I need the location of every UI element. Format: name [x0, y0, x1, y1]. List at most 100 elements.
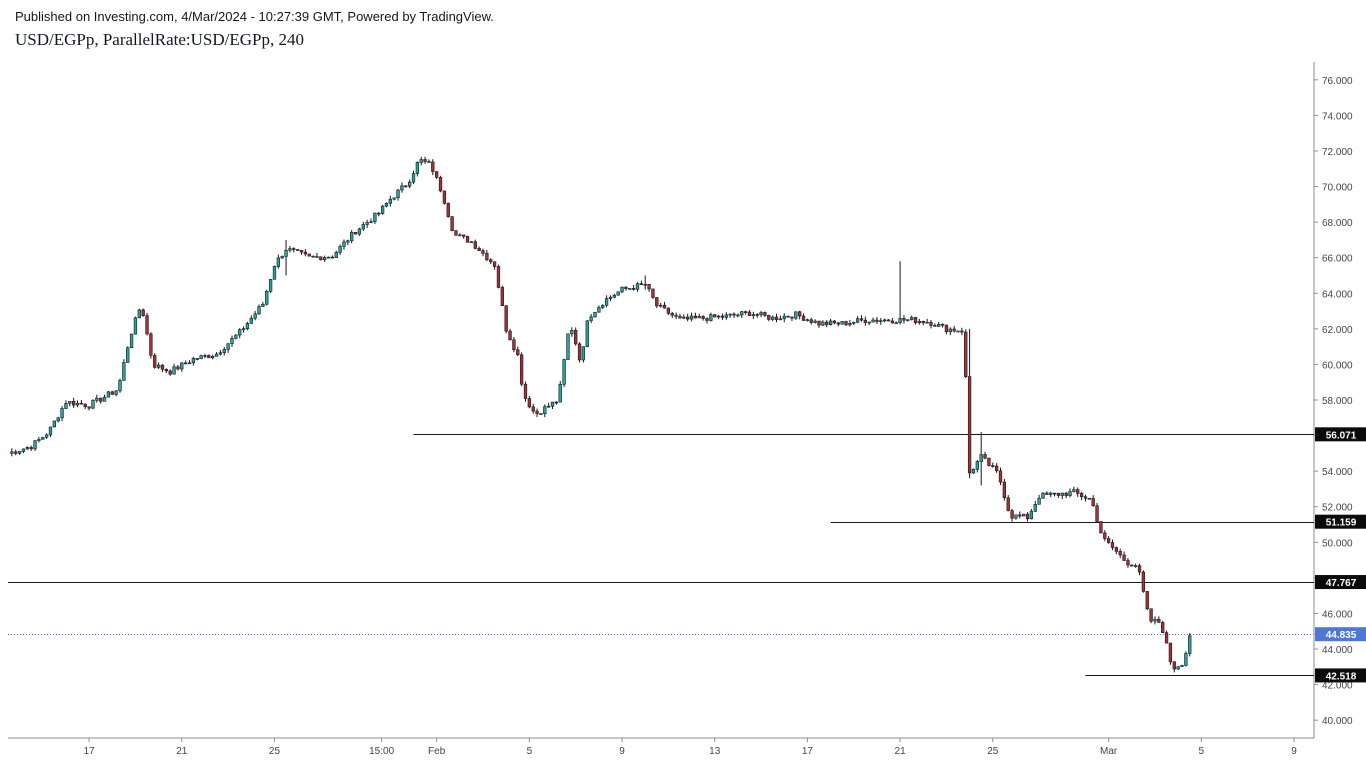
candle-body — [940, 323, 945, 326]
candle-body — [770, 316, 775, 320]
candle-up — [284, 239, 288, 276]
candle-up — [570, 327, 574, 337]
candle-down — [747, 310, 752, 316]
candle-up — [689, 312, 694, 322]
candle-body — [693, 315, 698, 319]
candle-body — [628, 288, 632, 290]
candle-body — [1010, 510, 1014, 519]
candle-body — [442, 190, 447, 204]
time-axis[interactable]: 17 21 25 15:00 Feb 5 9 13 17 21 25 Mar 5 9 — [84, 738, 1298, 757]
candle-down — [149, 332, 153, 359]
candle-down — [446, 202, 450, 218]
candle-body — [496, 266, 501, 288]
candle-down — [1130, 564, 1134, 567]
candle-down — [732, 312, 736, 319]
candle-up — [218, 349, 223, 356]
candle-body — [1103, 532, 1107, 539]
candle-body — [782, 315, 786, 320]
candle-up — [238, 328, 242, 339]
candle-body — [489, 259, 493, 263]
candle-down — [929, 319, 933, 329]
y-tick-label: 44.000 — [1322, 645, 1353, 656]
candle-up — [1176, 666, 1180, 671]
candle-body — [875, 319, 879, 322]
candle-body — [295, 249, 300, 251]
candle-body — [879, 320, 883, 322]
candle-down — [686, 313, 690, 322]
candle-body — [631, 288, 636, 290]
candle-body — [512, 339, 516, 351]
candle-body — [736, 314, 740, 317]
candle-body — [126, 347, 130, 363]
candle-body — [323, 257, 327, 261]
candle-up — [245, 321, 250, 331]
candle-body — [438, 177, 443, 192]
candle-up — [25, 446, 29, 450]
candle-body — [682, 316, 686, 319]
candle-body — [168, 370, 172, 375]
candle-down — [496, 264, 501, 289]
candle-up — [894, 321, 898, 324]
candle-down — [1110, 539, 1115, 551]
candle-body — [1137, 565, 1142, 573]
candle-body — [759, 312, 763, 316]
candle-body — [481, 250, 485, 254]
candle-body — [153, 355, 157, 368]
candle-down — [404, 185, 408, 188]
candle-body — [566, 333, 570, 360]
candle-up — [805, 318, 810, 322]
candle-body — [767, 315, 771, 320]
candle-up — [133, 316, 138, 335]
candle-body — [1083, 496, 1088, 499]
y-tick-label: 70.000 — [1322, 183, 1353, 194]
candle-body — [550, 401, 555, 407]
candle-down — [535, 408, 539, 418]
candle-up — [334, 250, 338, 258]
candle-body — [21, 448, 26, 452]
current-price-badge-bg — [1315, 627, 1366, 642]
candle-down — [500, 285, 504, 306]
candle-body — [1153, 618, 1157, 622]
horizontal-levels — [8, 434, 1314, 676]
candle-down — [1079, 491, 1084, 501]
candle-up — [1184, 651, 1188, 667]
candle-body — [1072, 489, 1076, 492]
candle-body — [462, 234, 466, 237]
candle-up — [338, 244, 342, 255]
candle-down — [1141, 570, 1146, 593]
candle-up — [547, 402, 551, 408]
candle-down — [465, 235, 470, 243]
candle-body — [604, 298, 609, 306]
candle-body — [601, 304, 605, 308]
candle-body — [423, 159, 427, 162]
candle-body — [755, 314, 759, 316]
candle-body — [377, 212, 381, 215]
candle-body — [222, 349, 226, 354]
candle-up — [214, 352, 219, 357]
candle-down — [160, 364, 165, 373]
candle-down — [701, 315, 705, 321]
y-tick-label: 46.000 — [1322, 609, 1353, 620]
candle-up — [882, 318, 887, 323]
candle-body — [311, 255, 315, 258]
candle-body — [265, 290, 269, 305]
candle-down — [809, 317, 813, 325]
candle-down — [666, 307, 671, 316]
candle-up — [384, 202, 389, 208]
candle-body — [558, 383, 562, 403]
candle-body — [446, 203, 450, 218]
candle-body — [1149, 608, 1153, 622]
candle-body — [52, 420, 56, 428]
level-badge-bg — [1315, 514, 1366, 529]
candle-body — [431, 161, 435, 172]
candle-body — [1041, 492, 1045, 499]
candle-up — [44, 433, 49, 439]
candle-up — [828, 319, 833, 326]
candle-body — [238, 329, 242, 336]
candle-up — [276, 254, 280, 269]
candle-down — [933, 323, 937, 327]
candle-body — [1106, 538, 1111, 543]
candle-down — [863, 316, 867, 326]
candle-body — [593, 311, 597, 318]
